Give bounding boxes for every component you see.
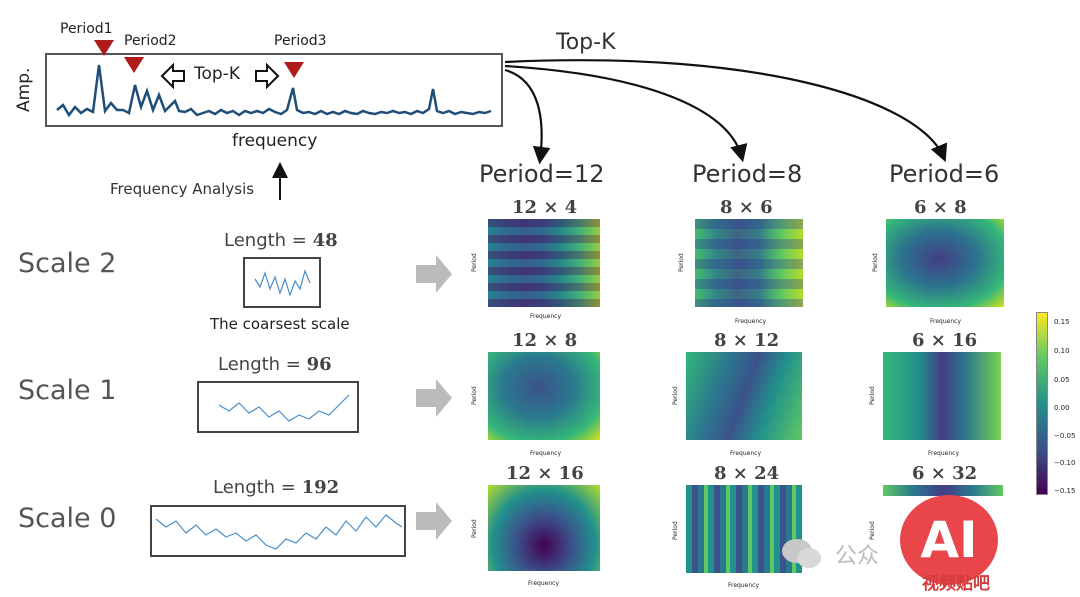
hm-xlabel-12x16: Frequency <box>528 580 559 587</box>
scale0-series-box <box>150 505 406 557</box>
cbar-tick: 0.10 <box>1054 347 1070 355</box>
scale0-label: Scale 0 <box>18 503 117 534</box>
topk-arrows-icon <box>160 62 280 90</box>
heatmap-6x16 <box>883 352 1001 440</box>
wechat-icon <box>782 539 821 568</box>
scale1-series-box <box>197 381 359 433</box>
scale1-arrow-icon <box>416 379 452 417</box>
cbar-tick: −0.10 <box>1054 459 1076 467</box>
scale2-length: Length = 48 <box>224 230 338 251</box>
watermark-text: 公众 <box>835 544 880 569</box>
coarsest-scale-note: The coarsest scale <box>210 315 350 333</box>
period1-tag: Period1 <box>60 21 113 37</box>
heatmap-8x24 <box>686 485 802 573</box>
heatmap-6x32 <box>883 485 1003 496</box>
period8-header: Period=8 <box>692 160 803 188</box>
cbar-tick: 0.15 <box>1054 318 1070 326</box>
spectrum-line <box>56 64 492 118</box>
heatmap-8x6 <box>695 219 803 307</box>
topk-curved-arrows <box>272 59 948 200</box>
scale2-label: Scale 2 <box>18 248 117 279</box>
period6-header: Period=6 <box>889 160 1000 188</box>
scale2-series-line <box>254 269 311 297</box>
heatmap-6x8 <box>886 219 1004 307</box>
ai-logo: AI <box>900 495 998 585</box>
period12-header: Period=12 <box>479 160 605 188</box>
heatmap-12x8 <box>488 352 600 440</box>
dims-12x8: 12 × 8 <box>512 330 578 351</box>
frequency-analysis-label: Frequency Analysis <box>110 180 255 198</box>
hm-ylabel-8x6: Period <box>678 253 685 272</box>
hm-xlabel-8x6: Frequency <box>735 318 766 325</box>
dims-8x12: 8 × 12 <box>714 330 780 351</box>
cbar-tick: 0.00 <box>1054 404 1070 412</box>
hm-xlabel-12x4: Frequency <box>530 313 561 320</box>
dims-12x16: 12 × 16 <box>506 463 584 484</box>
hm-ylabel-8x24: Period <box>672 521 679 540</box>
heatmap-8x12 <box>686 352 802 440</box>
dims-12x4: 12 × 4 <box>512 197 578 218</box>
scale0-arrow-icon <box>416 502 452 540</box>
scale1-label: Scale 1 <box>18 375 117 406</box>
hm-xlabel-12x8: Frequency <box>530 450 561 457</box>
scale1-series-line <box>218 394 350 422</box>
topk-header: Top-K <box>556 30 616 55</box>
hm-ylabel-12x4: Period <box>471 253 478 272</box>
dims-6x32: 6 × 32 <box>912 463 978 484</box>
hm-xlabel-6x16: Frequency <box>928 450 959 457</box>
hm-xlabel-6x8: Frequency <box>930 318 961 325</box>
colorbar <box>1036 312 1048 495</box>
heatmap-12x4 <box>488 219 600 307</box>
cbar-tick: −0.05 <box>1054 432 1076 440</box>
hm-ylabel-6x16: Period <box>869 386 876 405</box>
ai-logo-subtitle: 视频贴吧 <box>922 574 990 594</box>
topk-inline-label: Top-K <box>194 64 240 84</box>
cbar-tick: 0.05 <box>1054 376 1070 384</box>
scale2-arrow-icon <box>416 255 452 293</box>
period2-marker-icon <box>124 57 144 73</box>
period3-marker-icon <box>284 62 304 78</box>
period3-tag: Period3 <box>274 33 327 49</box>
hm-ylabel-12x16: Period <box>471 519 478 538</box>
hm-xlabel-8x24: Frequency <box>728 582 759 589</box>
heatmap-12x16 <box>488 485 600 571</box>
scale2-series-box <box>243 257 321 308</box>
hm-ylabel-8x12: Period <box>672 386 679 405</box>
scale0-series-line <box>155 514 403 550</box>
dims-6x16: 6 × 16 <box>912 330 978 351</box>
frequency-spectrum-box <box>45 53 503 127</box>
scale0-length: Length = 192 <box>213 477 340 498</box>
period2-tag: Period2 <box>124 33 177 49</box>
hm-ylabel-12x8: Period <box>471 386 478 405</box>
dims-6x8: 6 × 8 <box>914 197 967 218</box>
period1-marker-icon <box>94 40 114 56</box>
scale1-length: Length = 96 <box>218 354 332 375</box>
hm-ylabel-6x8: Period <box>872 253 879 272</box>
frequency-axis-label: frequency <box>232 131 318 151</box>
hm-xlabel-8x12: Frequency <box>730 450 761 457</box>
cbar-tick: −0.15 <box>1054 487 1076 495</box>
dims-8x6: 8 × 6 <box>720 197 773 218</box>
dims-8x24: 8 × 24 <box>714 463 780 484</box>
